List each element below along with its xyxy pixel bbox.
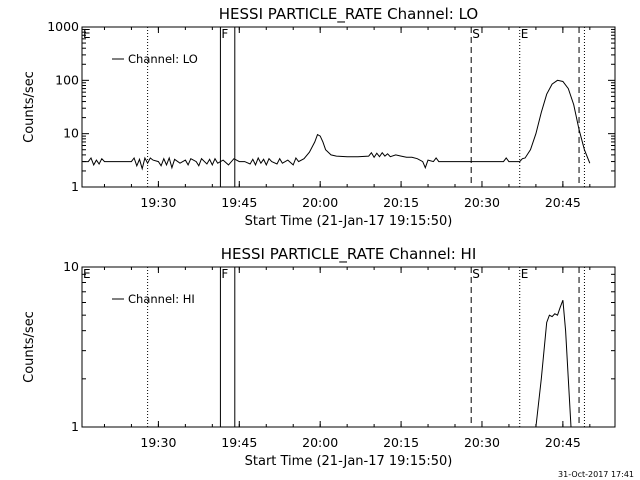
chart-title: HESSI PARTICLE_RATE Channel: HI (221, 245, 477, 264)
y-tick-label: 10 (63, 259, 79, 274)
x-tick-label: 20:45 (545, 435, 581, 450)
marker-flag: F (221, 27, 228, 41)
x-axis-label: Start Time (21-Jan-17 19:15:50) (245, 454, 453, 469)
x-tick-label: 20:30 (464, 195, 500, 210)
legend-label: Channel: LO (128, 52, 198, 66)
marker-flag: F (221, 267, 228, 281)
x-tick-label: 19:30 (140, 195, 176, 210)
series-line-hi (535, 300, 574, 428)
x-axis-label: Start Time (21-Jan-17 19:15:50) (245, 214, 453, 229)
plot-frame (81, 26, 616, 188)
panel-lo: HESSI PARTICLE_RATE Channel: LO Start Ti… (22, 5, 616, 229)
y-axis-label: Counts/sec (22, 311, 37, 383)
x-ticks: 19:30 19:45 20:00 20:15 20:30 20:45 (103, 267, 591, 450)
panel-hi: HESSI PARTICLE_RATE Channel: HI Start Ti… (22, 245, 616, 469)
x-tick-label: 19:45 (221, 435, 257, 450)
marker-flag: S (472, 27, 480, 41)
marker-flag: S (472, 267, 480, 281)
marker-flag: E (521, 267, 529, 281)
y-ticks: 1 10 (63, 259, 615, 434)
y-tick-label: 100 (55, 72, 79, 87)
x-tick-label: 20:15 (383, 435, 419, 450)
y-tick-label: 1000 (47, 19, 79, 34)
x-tick-label: 20:00 (302, 195, 338, 210)
x-tick-label: 19:45 (221, 195, 257, 210)
x-ticks: 19:30 19:45 20:00 20:15 20:30 20:45 (103, 27, 591, 210)
corner-flag: E (83, 27, 91, 41)
x-tick-label: 20:15 (383, 195, 419, 210)
y-ticks: 1 10 100 1000 (47, 19, 615, 194)
y-axis-label: Counts/sec (22, 71, 37, 143)
corner-flag: E (83, 267, 91, 281)
y-tick-label: 1 (71, 179, 79, 194)
marker-flag: E (521, 27, 529, 41)
y-tick-label: 10 (63, 126, 79, 141)
x-tick-label: 20:45 (545, 195, 581, 210)
x-tick-label: 20:00 (302, 435, 338, 450)
series-line-lo (82, 79, 591, 171)
x-tick-label: 19:30 (140, 435, 176, 450)
y-tick-label: 1 (71, 419, 79, 434)
x-tick-label: 20:30 (464, 435, 500, 450)
legend-label: Channel: HI (128, 292, 195, 306)
plot-frame (81, 266, 616, 428)
footer-date: 31-Oct-2017 17:41 (558, 470, 634, 479)
chart-title: HESSI PARTICLE_RATE Channel: LO (219, 5, 478, 24)
